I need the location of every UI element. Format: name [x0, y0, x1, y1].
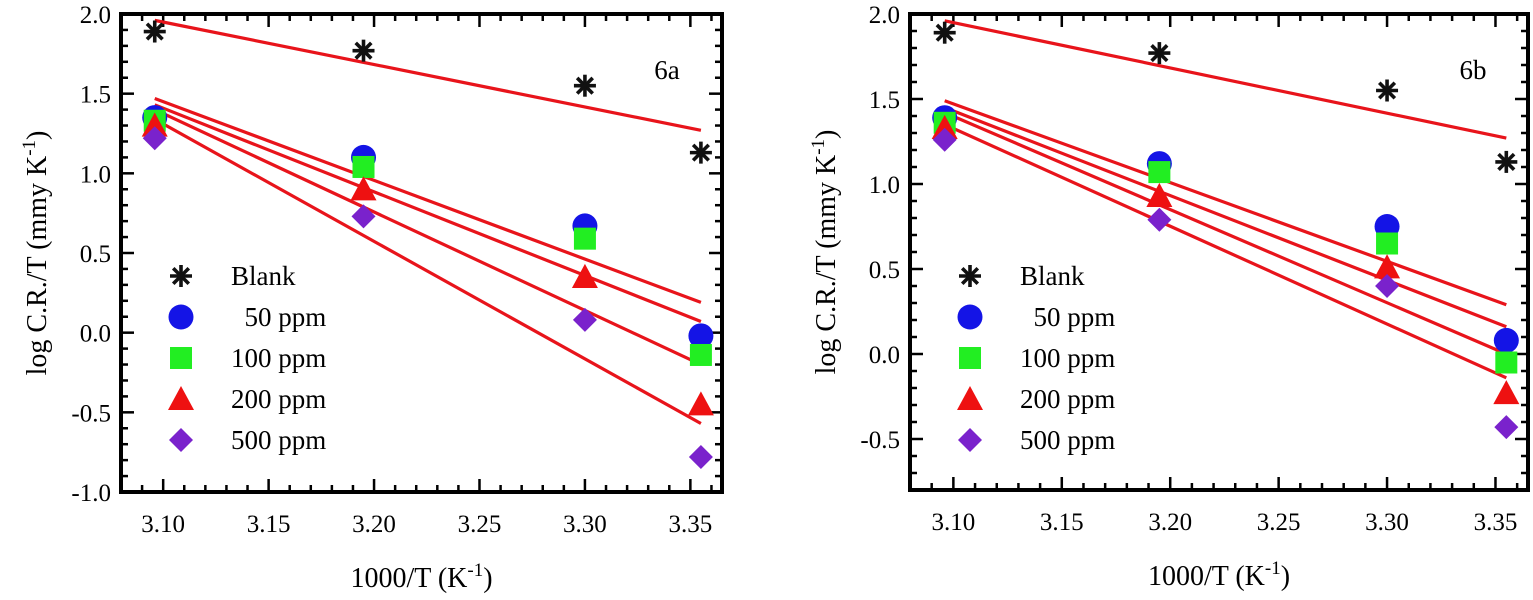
data-point-blank — [1148, 42, 1171, 65]
legend-label: 200 ppm — [1020, 384, 1115, 414]
x-axis-label: 1000/T (K-1) — [350, 560, 492, 594]
y-tick-label: 0.5 — [869, 257, 900, 284]
y-tick-label: 2.0 — [869, 2, 900, 29]
data-point-blank — [689, 141, 712, 164]
plot-frame — [119, 12, 724, 494]
x-tick-label: 3.15 — [1040, 509, 1084, 536]
data-point-100-ppm — [352, 155, 375, 178]
data-point-100-ppm — [689, 343, 712, 366]
data-point-200-ppm — [1374, 254, 1401, 279]
legend-label: 200 ppm — [231, 384, 326, 414]
legend-marker — [170, 347, 192, 369]
fit-line-500-ppm — [944, 123, 1507, 380]
data-point-500-ppm — [572, 307, 597, 332]
fit-line-50-ppm — [154, 96, 702, 304]
fit-line-200-ppm — [944, 111, 1507, 356]
legend-marker — [957, 386, 983, 411]
legend-marker — [169, 428, 193, 452]
y-tick-label: 1.5 — [80, 82, 111, 109]
data-point-100-ppm — [1376, 232, 1399, 255]
chart-panel-6b: 3.10 3.15 3.20 3.25 3.30 3.35 -0.5 0.0 0.5 1.0 1.5… — [808, 2, 1530, 592]
legend-label: 50 ppm — [231, 302, 326, 332]
y-tick-label: -0.5 — [860, 427, 900, 454]
x-tick-label: 3.30 — [563, 511, 607, 538]
data-point-200-ppm — [687, 391, 714, 416]
data-point-blank — [143, 20, 166, 43]
legend-label: 500 ppm — [231, 425, 326, 455]
y-tick-label: 0.0 — [869, 342, 900, 369]
data-point-blank — [573, 74, 596, 97]
data-point-500-ppm — [1375, 274, 1400, 298]
x-tick-label: 3.15 — [247, 511, 291, 538]
fit-line-blank — [154, 18, 702, 132]
legend-marker — [170, 265, 192, 287]
x-tick-label: 3.35 — [1474, 509, 1518, 536]
data-point-200-ppm — [141, 112, 168, 137]
fit-line-500-ppm — [153, 117, 702, 425]
y-tick-label: 0.5 — [80, 241, 111, 268]
plot-frame — [908, 12, 1530, 492]
fit-line-100-ppm — [944, 106, 1507, 329]
data-point-100-ppm — [1148, 161, 1171, 184]
y-tick-label: 1.5 — [869, 87, 900, 114]
data-point-blank — [1376, 79, 1399, 102]
data-point-500-ppm — [688, 444, 713, 469]
x-tick-label: 3.35 — [668, 511, 712, 538]
x-tick-label: 3.10 — [141, 511, 185, 538]
data-point-200-ppm — [1493, 380, 1520, 405]
data-point-500-ppm — [1494, 415, 1519, 440]
data-point-50-ppm — [1493, 327, 1519, 353]
x-tick-label: 3.20 — [1148, 509, 1192, 536]
legend-marker — [168, 386, 194, 411]
legend-marker — [957, 304, 983, 330]
y-axis-label: log C.R./T (mmy K-1) — [19, 131, 53, 376]
data-point-500-ppm — [932, 127, 957, 152]
x-tick-label: 3.25 — [458, 511, 502, 538]
chart-panel-6a: 3.10 3.15 3.20 3.25 3.30 3.35 -1.0 -0.5 0.0 0.5 1.… — [19, 2, 724, 594]
fit-line-50-ppm — [944, 99, 1507, 307]
legend-label: 500 ppm — [1020, 425, 1115, 455]
data-point-50-ppm — [688, 323, 714, 349]
legend-marker — [168, 304, 194, 330]
y-tick-label: 0.0 — [80, 321, 111, 348]
legend-marker — [958, 428, 982, 452]
data-point-100-ppm — [573, 227, 596, 250]
data-point-200-ppm — [571, 263, 598, 288]
y-tick-label: -0.5 — [71, 400, 111, 427]
x-axis-label: 1000/T (K-1) — [1148, 558, 1290, 592]
legend-label: 100 ppm — [1020, 343, 1115, 373]
y-axis-label: log C.R./T (mmy K-1) — [808, 130, 842, 375]
x-tick-label: 3.20 — [352, 511, 396, 538]
data-point-500-ppm — [351, 204, 376, 229]
fit-line-200-ppm — [154, 108, 702, 366]
data-point-200-ppm — [931, 114, 958, 139]
data-point-500-ppm — [1147, 207, 1172, 232]
legend-label: 100 ppm — [231, 343, 326, 373]
x-tick-label: 3.25 — [1257, 509, 1301, 536]
data-point-blank — [933, 21, 956, 44]
data-point-blank — [1495, 150, 1518, 173]
x-tick-label: 3.10 — [931, 509, 975, 536]
y-tick-label: 1.0 — [869, 172, 900, 199]
panel-label: 6a — [654, 55, 680, 85]
fit-line-100-ppm — [154, 103, 702, 324]
y-tick-label: 1.0 — [80, 161, 111, 188]
legend-marker — [959, 265, 981, 287]
y-tick-label: -1.0 — [71, 480, 111, 507]
x-tick-label: 3.30 — [1365, 509, 1409, 536]
legend-label: 50 ppm — [1020, 302, 1115, 332]
panel-label: 6b — [1460, 55, 1487, 85]
data-point-100-ppm — [1495, 351, 1518, 374]
fit-line-blank — [944, 19, 1507, 140]
data-point-200-ppm — [1146, 182, 1173, 207]
data-point-blank — [352, 39, 375, 62]
legend-label: Blank — [231, 261, 296, 291]
y-tick-label: 2.0 — [80, 2, 111, 29]
legend-label: Blank — [1020, 261, 1085, 291]
legend-marker — [959, 347, 981, 369]
data-point-200-ppm — [350, 176, 377, 201]
data-point-500-ppm — [142, 126, 167, 151]
